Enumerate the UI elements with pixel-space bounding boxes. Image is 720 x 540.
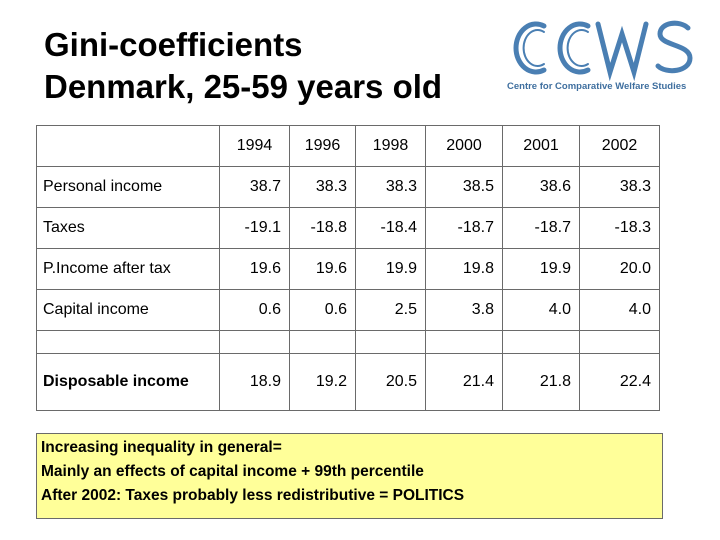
table-cell: -18.3 <box>579 207 660 249</box>
table-cell: 0.6 <box>289 289 356 331</box>
table-row: Personal income 38.7 38.3 38.3 38.5 38.6… <box>36 166 660 208</box>
table-cell: 19.2 <box>289 353 356 411</box>
table-cell: 20.0 <box>579 248 660 290</box>
table-cell: 0.6 <box>219 289 290 331</box>
gini-table: 1994 1996 1998 2000 2001 2002 Personal i… <box>36 125 660 411</box>
table-cell: 19.9 <box>502 248 580 290</box>
year-header: 2002 <box>579 125 660 167</box>
blank-row <box>36 330 660 354</box>
row-label: Disposable income <box>36 353 220 411</box>
table-row: Taxes -19.1 -18.8 -18.4 -18.7 -18.7 -18.… <box>36 207 660 249</box>
table-row: Capital income 0.6 0.6 2.5 3.8 4.0 4.0 <box>36 289 660 331</box>
table-cell: 38.6 <box>502 166 580 208</box>
year-header: 2000 <box>425 125 503 167</box>
table-cell: 19.9 <box>355 248 426 290</box>
table-cell: 21.8 <box>502 353 580 411</box>
table-cell: -18.7 <box>502 207 580 249</box>
logo-subtitle: Centre for Comparative Welfare Studies <box>507 81 687 92</box>
row-label: P.Income after tax <box>36 248 220 290</box>
header-empty-cell <box>36 125 220 167</box>
table-cell: 3.8 <box>425 289 503 331</box>
note-line: After 2002: Taxes probably less redistri… <box>41 487 465 504</box>
year-header: 2001 <box>502 125 580 167</box>
table-cell: 4.0 <box>502 289 580 331</box>
table-cell: -18.4 <box>355 207 426 249</box>
table-cell: 2.5 <box>355 289 426 331</box>
table-cell: 22.4 <box>579 353 660 411</box>
page-title: Gini-coefficients Denmark, 25-59 years o… <box>44 24 442 108</box>
table-cell: 38.3 <box>289 166 356 208</box>
table-row: P.Income after tax 19.6 19.6 19.9 19.8 1… <box>36 248 660 290</box>
table-cell: 19.6 <box>289 248 356 290</box>
ccws-logo <box>513 20 693 82</box>
note-line: Mainly an effects of capital income + 99… <box>41 463 424 480</box>
row-label: Taxes <box>36 207 220 249</box>
conclusion-note: Increasing inequality in general= Mainly… <box>36 433 663 519</box>
table-cell: -18.8 <box>289 207 356 249</box>
table-row-disposable: Disposable income 18.9 19.2 20.5 21.4 21… <box>36 353 660 411</box>
row-label: Capital income <box>36 289 220 331</box>
table-cell: 38.5 <box>425 166 503 208</box>
table-cell: 38.3 <box>579 166 660 208</box>
table-cell: 19.6 <box>219 248 290 290</box>
year-header: 1994 <box>219 125 290 167</box>
table-cell: 4.0 <box>579 289 660 331</box>
year-header: 1996 <box>289 125 356 167</box>
table-header-row: 1994 1996 1998 2000 2001 2002 <box>36 125 660 167</box>
table-cell: -18.7 <box>425 207 503 249</box>
table-cell: 20.5 <box>355 353 426 411</box>
table-cell: 38.3 <box>355 166 426 208</box>
table-cell: 19.8 <box>425 248 503 290</box>
gini-table-container: 1994 1996 1998 2000 2001 2002 Personal i… <box>36 125 660 513</box>
title-line-2: Denmark, 25-59 years old <box>44 68 443 105</box>
year-header: 1998 <box>355 125 426 167</box>
table-cell: 18.9 <box>219 353 290 411</box>
row-label: Personal income <box>36 166 220 208</box>
table-cell: 21.4 <box>425 353 503 411</box>
title-line-1: Gini-coefficients <box>44 26 303 63</box>
table-cell: -19.1 <box>219 207 290 249</box>
note-line: Increasing inequality in general= <box>41 439 282 456</box>
table-cell: 38.7 <box>219 166 290 208</box>
